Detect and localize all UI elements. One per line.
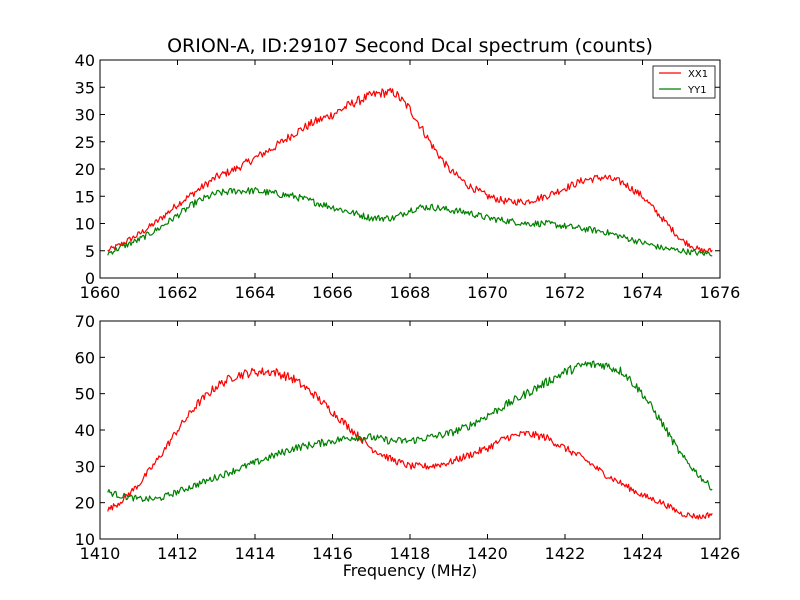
top-x-tick-label: 1662 <box>157 283 198 302</box>
legend: XX1 YY1 <box>652 65 716 99</box>
top-y-tick-label: 25 <box>75 133 95 152</box>
top-y-tick-label: 20 <box>75 160 95 179</box>
bottom-ticks-group: 1410 1412 1414 1416 1418 1420 1422 1424 1426 10 20… <box>75 312 741 563</box>
top-series-line-xx1 <box>107 87 713 254</box>
bottom-x-tick-label: 1414 <box>235 544 276 563</box>
top-y-tick-label: 0 <box>85 269 95 288</box>
bottom-y-tick-label: 10 <box>75 530 95 549</box>
top-x-tick-label: 1666 <box>312 283 353 302</box>
bottom-x-tick-label: 1410 <box>80 544 121 563</box>
bottom-y-tick-label: 30 <box>75 457 95 476</box>
legend-box <box>652 65 716 99</box>
bottom-x-tick-label: 1416 <box>312 544 353 563</box>
bottom-x-tick-label: 1426 <box>700 544 741 563</box>
bottom-series-line-yy1 <box>107 360 713 502</box>
bottom-y-tick-label: 60 <box>75 348 95 367</box>
top-y-tick-label: 15 <box>75 187 95 206</box>
top-x-tick-label: 1676 <box>700 283 741 302</box>
bottom-x-tick-label: 1424 <box>622 544 663 563</box>
top-y-tick-label: 30 <box>75 106 95 125</box>
top-x-tick-label: 1660 <box>80 283 121 302</box>
top-y-tick-label: 10 <box>75 215 95 234</box>
top-x-tick-label: 1674 <box>622 283 663 302</box>
top-ticks-group: 1660 1662 1664 1666 1668 1670 1672 1674 1676 0 5 10… <box>75 51 741 302</box>
top-series-group <box>107 87 713 257</box>
bottom-spectrum-plot: 1410 1412 1414 1416 1418 1420 1422 1424 1426 10 20… <box>75 312 741 563</box>
bottom-y-tick-label: 50 <box>75 385 95 404</box>
bottom-series-line-xx1 <box>107 367 713 520</box>
top-x-tick-label: 1664 <box>235 283 276 302</box>
top-x-tick-label: 1670 <box>467 283 508 302</box>
top-y-tick-label: 5 <box>85 242 95 261</box>
bottom-x-tick-label: 1420 <box>467 544 508 563</box>
bottom-x-tick-label: 1422 <box>545 544 586 563</box>
legend-label-yy1: YY1 <box>687 85 707 96</box>
bottom-y-tick-label: 70 <box>75 312 95 331</box>
top-x-tick-label: 1672 <box>545 283 586 302</box>
bottom-y-tick-label: 20 <box>75 494 95 513</box>
bottom-y-tick-label: 40 <box>75 421 95 440</box>
bottom-x-tick-label: 1418 <box>390 544 431 563</box>
legend-label-xx1: XX1 <box>688 69 708 80</box>
bottom-x-axis-label: Frequency (MHz) <box>343 561 477 580</box>
top-series-line-yy1 <box>107 187 713 257</box>
chart-title: ORION-A, ID:29107 Second Dcal spectrum (… <box>167 35 653 57</box>
bottom-series-group <box>107 360 713 520</box>
top-y-tick-label: 35 <box>75 78 95 97</box>
top-x-tick-label: 1668 <box>390 283 431 302</box>
top-y-tick-label: 40 <box>75 51 95 70</box>
top-spectrum-plot: 1660 1662 1664 1666 1668 1670 1672 1674 1676 0 5 10… <box>75 51 741 302</box>
bottom-x-tick-label: 1412 <box>157 544 198 563</box>
